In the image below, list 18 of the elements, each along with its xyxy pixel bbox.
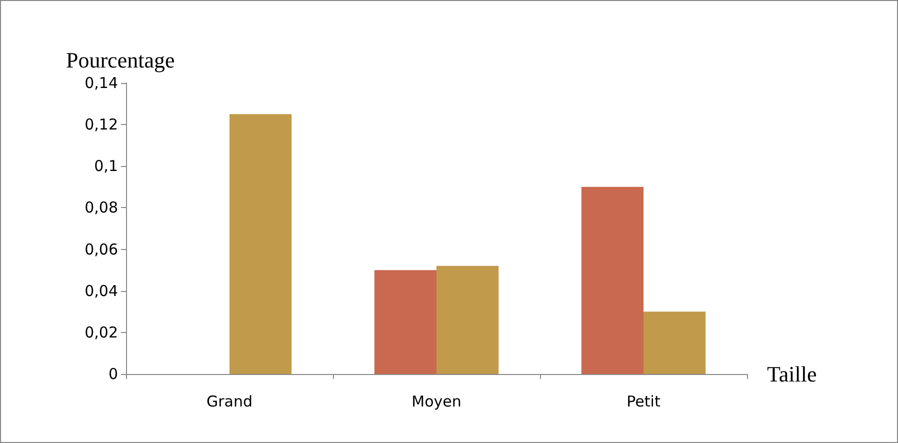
y-tick-label: 0,1 [94,157,118,176]
y-tick-label: 0,12 [84,116,118,134]
y-axis-title: Pourcentage [66,48,175,72]
y-tick-label: 0,06 [84,240,118,258]
x-axis-title: Taille [767,362,817,386]
bar [230,114,292,374]
y-tick-label: 0,02 [84,323,118,342]
y-tick-label: 0,04 [84,282,118,300]
bar [374,270,436,374]
bar [644,312,706,374]
x-tick-label: Grand [206,392,253,410]
x-tick-label: Moyen [412,392,462,410]
x-tick-label: Petit [626,392,660,410]
bar [436,266,499,374]
y-tick-label: 0,08 [84,198,118,217]
y-tick-label: 0,14 [84,74,118,92]
y-tick-label: 0 [108,365,118,383]
bar [581,186,644,374]
